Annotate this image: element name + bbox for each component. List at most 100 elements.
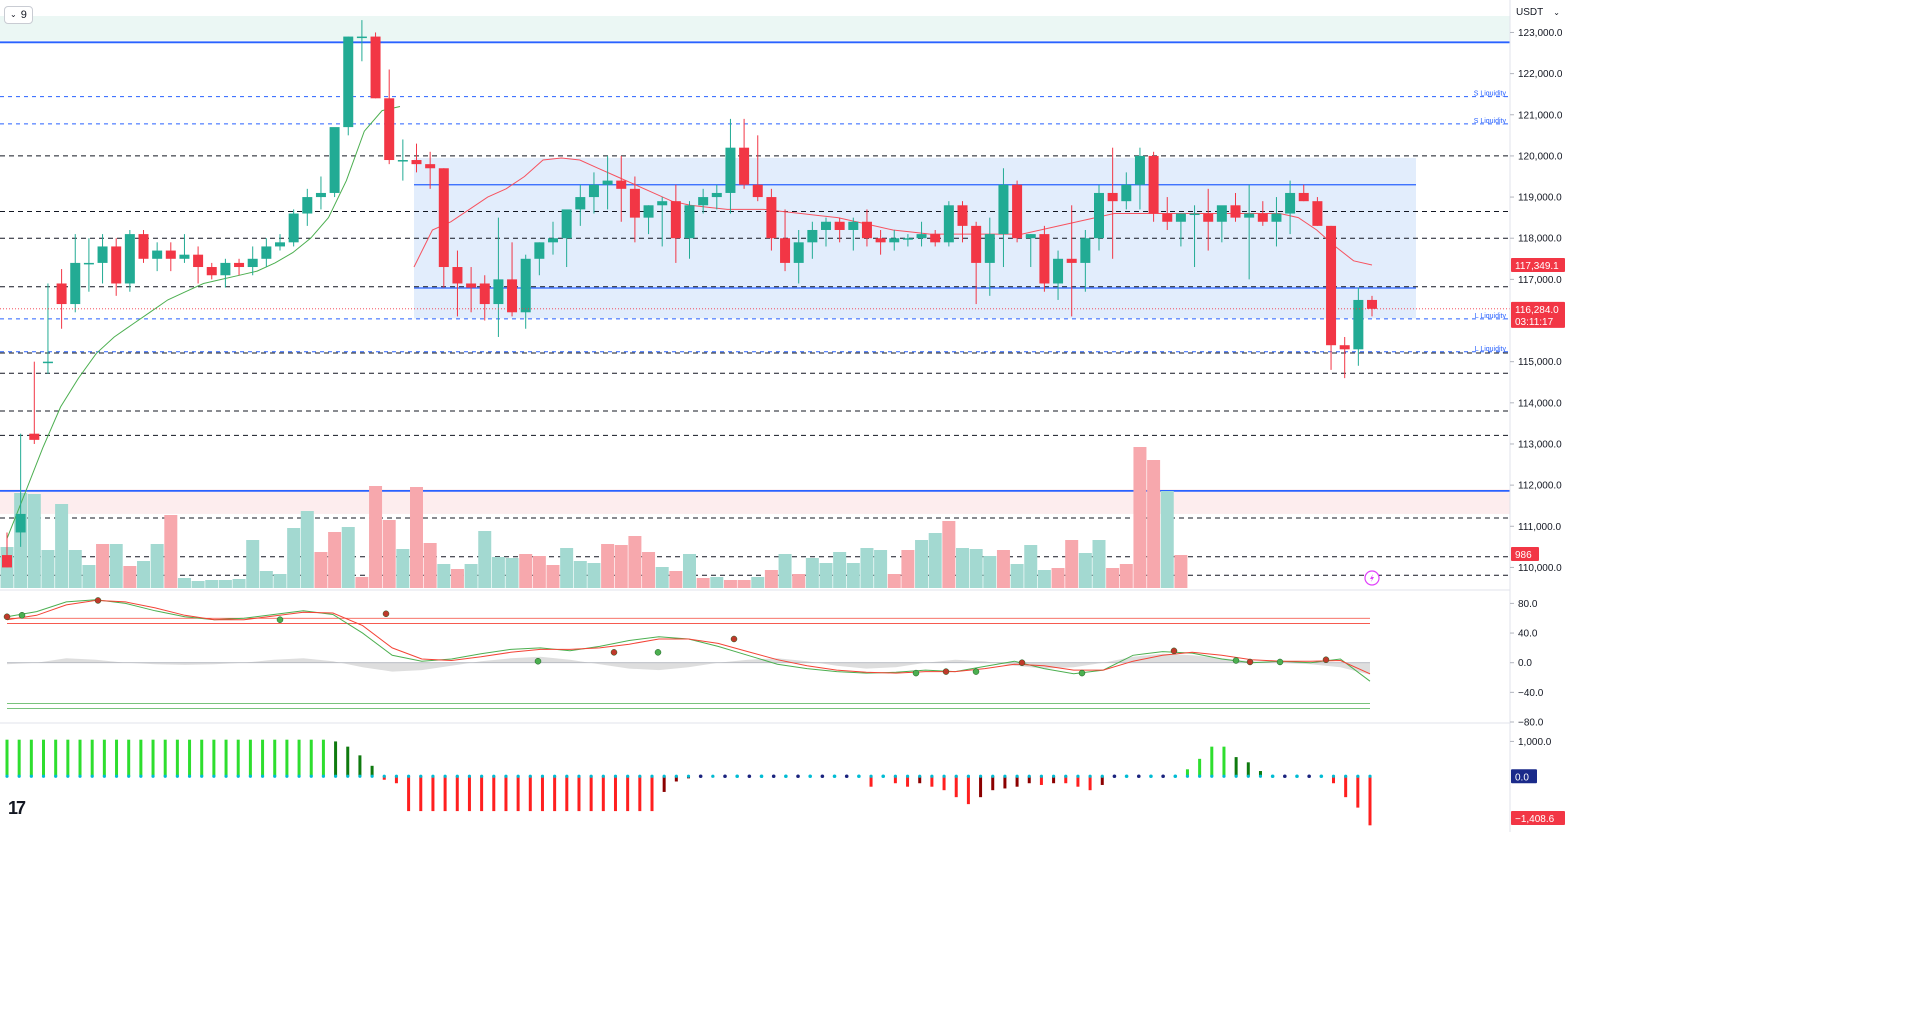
hist-last-label: −1,408.6	[1515, 814, 1555, 825]
volume-bar	[655, 567, 669, 588]
candle-body	[1053, 258, 1064, 284]
candle-body	[83, 262, 94, 265]
volume-bar	[123, 566, 137, 588]
hist-zero-dot	[796, 774, 800, 779]
ma-green-line	[6, 106, 401, 539]
candle-body	[275, 242, 285, 247]
hist-zero-dot	[1234, 774, 1238, 778]
volume-bar	[901, 550, 915, 588]
hist-zero-dot	[54, 774, 58, 778]
indicator-collapse-button[interactable]: ⌄ 9	[4, 6, 33, 24]
hist-zero-dot	[212, 774, 216, 778]
volume-bar	[1174, 555, 1188, 588]
volume-bar	[969, 549, 983, 588]
hist-zero-dot	[504, 774, 508, 778]
volume-bar	[642, 552, 656, 588]
currency-selector[interactable]: USDT ⌄	[1512, 4, 1564, 22]
price-label-box	[1511, 258, 1565, 273]
candle-body	[384, 98, 395, 161]
rsi-cross-dot	[3, 613, 11, 621]
price-pane[interactable]: S Liquidity S Liquidity L Liquidity L Liqui…	[0, 16, 1568, 591]
hist-zero-dot	[844, 774, 849, 779]
candle-body	[957, 205, 968, 226]
volume-bar	[410, 487, 423, 588]
chevron-down-icon: ⌄	[1553, 8, 1560, 17]
hist-zero-dot	[1198, 774, 1202, 778]
volume-bar	[846, 563, 860, 588]
trading-chart[interactable]: S Liquidity S Liquidity L Liquidity L Liqui…	[0, 0, 1568, 832]
hist-zero-dot	[370, 774, 374, 778]
rsi-tick-label: −80.0	[1518, 718, 1544, 729]
volume-bar	[683, 554, 696, 588]
hist-zero-dot	[321, 774, 326, 778]
volume-bar	[546, 565, 560, 588]
hist-zero-dot	[1015, 774, 1019, 778]
hist-zero-dot	[528, 774, 532, 778]
zone-2	[414, 157, 1416, 319]
price-axis[interactable]: 123,000.0 122,000.0 121,000.0 120,000.0 119,…	[1509, 0, 1568, 832]
candle-body	[315, 192, 326, 198]
candle-body	[425, 164, 436, 169]
candle-body	[42, 361, 53, 364]
volume-bar	[928, 533, 942, 588]
hist-zero-dot	[565, 774, 569, 778]
hist-zero-dot	[1210, 774, 1214, 778]
volume-bar	[314, 552, 328, 588]
rsi-cross-dot	[382, 610, 390, 618]
hist-zero-dot	[1003, 774, 1007, 778]
candle-body	[752, 184, 763, 198]
rsi-cross-dot	[94, 597, 102, 604]
candle-body	[1094, 192, 1104, 239]
hist-zero-dot	[747, 774, 752, 779]
volume-bar	[860, 548, 874, 588]
volume-bar	[614, 545, 628, 588]
volume-bar	[573, 561, 587, 588]
hist-zero-dot	[577, 774, 581, 778]
hist-zero-dot	[942, 774, 946, 778]
volume-bar	[491, 557, 505, 588]
hist-zero-dot	[869, 774, 873, 778]
candle-body	[643, 205, 654, 218]
price-label-box	[1511, 301, 1565, 328]
volume-bar	[819, 563, 833, 588]
price-tick-label: 110,000.0	[1518, 563, 1562, 574]
rsi-cross-dot	[276, 616, 284, 623]
candle-body	[561, 209, 572, 239]
volume-bar	[109, 544, 123, 588]
volume-bar	[983, 556, 997, 588]
price-label-text: 117,349.1	[1515, 261, 1559, 272]
candle-body	[1175, 213, 1186, 222]
candle-body	[834, 221, 845, 230]
hist-zero-dot	[1100, 774, 1104, 778]
hist-zero-dot	[260, 774, 265, 778]
candle-body	[984, 234, 995, 263]
rsi-cross-dot	[730, 635, 738, 643]
price-tick-label: 119,000.0	[1518, 193, 1562, 204]
histogram-pane[interactable]	[5, 739, 1372, 826]
volume-bar	[519, 554, 533, 588]
rsi-pane[interactable]	[0, 597, 1568, 724]
candle-body	[1066, 258, 1077, 263]
candle-body	[902, 238, 913, 240]
candle-body	[97, 246, 108, 263]
volume-bar	[628, 536, 642, 588]
candle-body	[1326, 225, 1337, 346]
hist-zero-dot	[857, 774, 861, 779]
volume-bar	[450, 569, 464, 588]
volume-bar	[328, 532, 342, 588]
volume-bar	[887, 574, 901, 588]
candle-body	[1080, 238, 1091, 263]
liquidity-label: S Liquidity	[1474, 118, 1507, 125]
volume-bar	[341, 527, 355, 588]
candle-body	[1367, 299, 1377, 309]
candle-body	[1257, 213, 1268, 222]
candle-body	[916, 234, 927, 239]
volume-bar	[723, 580, 737, 588]
candle-body	[411, 160, 422, 165]
hist-zero-dot	[650, 774, 654, 778]
price-tick-label: 118,000.0	[1518, 234, 1562, 245]
rsi-cross-dot	[1322, 656, 1330, 663]
hist-zero-dot	[248, 774, 252, 778]
indicator-count: 9	[20, 9, 27, 21]
hist-zero-dot	[480, 774, 484, 778]
